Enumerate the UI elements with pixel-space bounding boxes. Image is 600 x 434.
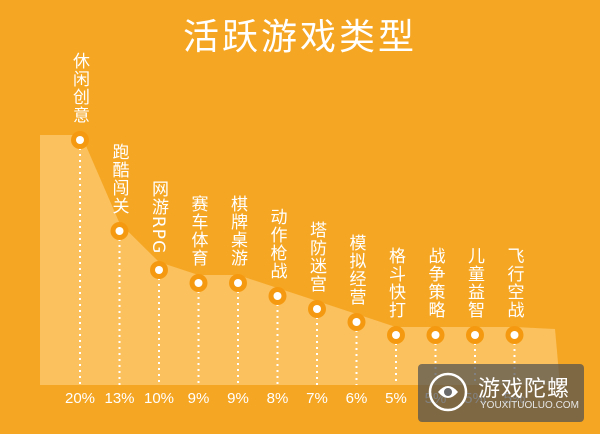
data-point-center — [115, 227, 124, 235]
category-label: 动作枪战 — [266, 208, 287, 280]
area-fill — [40, 132, 560, 385]
data-point-center — [273, 292, 282, 300]
value-label: 10% — [143, 390, 175, 407]
value-label: 9% — [187, 390, 210, 407]
value-label: 9% — [227, 390, 249, 407]
category-label: 休闲创意 — [69, 52, 89, 124]
data-point-center — [471, 331, 479, 339]
data-point-center — [352, 318, 361, 326]
data-point-center — [392, 331, 400, 339]
category-label: 儿童益智 — [464, 247, 484, 319]
value-label: 20% — [64, 390, 96, 407]
value-label: 13% — [104, 390, 135, 407]
category-label: 棋牌桌游 — [227, 195, 247, 267]
chart-title: 活跃游戏类型 — [182, 17, 417, 58]
data-point-center — [76, 136, 84, 144]
value-label: 6% — [345, 390, 368, 407]
category-label: 格斗快打 — [385, 247, 405, 319]
data-point-center — [313, 305, 321, 313]
watermark-name: 游戏陀螺 — [478, 377, 571, 402]
value-label: 5% — [385, 390, 407, 407]
category-label: 战争策略 — [424, 247, 445, 319]
category-label: 飞行空战 — [503, 247, 524, 319]
data-point-center — [194, 279, 203, 287]
category-label: 网游RPG — [148, 179, 168, 254]
category-label: 跑酷闯关 — [108, 143, 129, 215]
data-point-center — [431, 331, 440, 339]
category-label: 模拟经营 — [345, 234, 366, 306]
watermark: 游戏陀螺 YOUXITUOLUO.COM — [418, 364, 584, 422]
watermark-url: YOUXITUOLUO.COM — [480, 400, 579, 411]
data-markers — [71, 131, 524, 344]
category-label: 赛车体育 — [187, 195, 208, 267]
spinning-top-logo-icon — [428, 372, 468, 412]
value-label: 7% — [306, 390, 328, 407]
drop-lines — [79, 148, 516, 385]
data-point-center — [155, 266, 163, 274]
data-point-center — [510, 331, 519, 339]
category-label: 塔防迷宫 — [306, 221, 326, 293]
value-label: 8% — [266, 390, 289, 407]
data-point-center — [234, 279, 242, 287]
